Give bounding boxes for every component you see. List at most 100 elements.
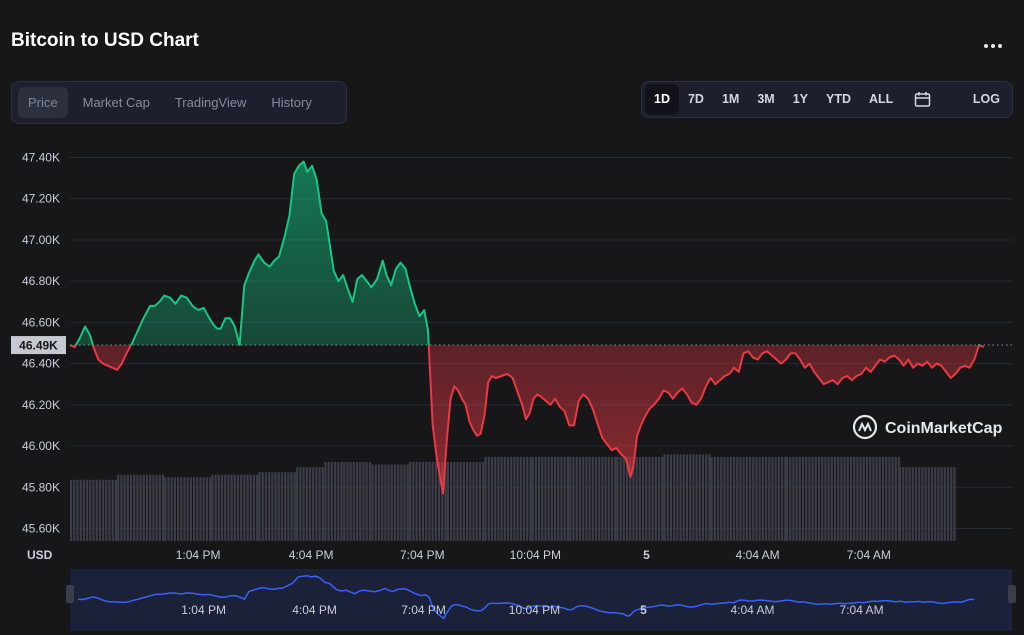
volume-bar <box>105 479 108 541</box>
navigator-background <box>70 569 1012 631</box>
volume-bar <box>177 477 180 541</box>
current-price-label: 46.49K <box>19 339 58 353</box>
volume-bar <box>859 456 862 541</box>
volume-bar <box>566 456 569 541</box>
volume-bar <box>490 456 494 541</box>
volume-bar <box>755 456 758 541</box>
volume-bar <box>695 454 698 541</box>
volume-bar <box>541 456 544 541</box>
volume-bar <box>302 467 305 541</box>
volume-bar <box>327 461 330 541</box>
more-options-icon[interactable] <box>978 34 1008 58</box>
volume-bar <box>98 479 101 541</box>
navigator-handle-left[interactable] <box>66 585 74 603</box>
volume-bar <box>230 474 233 541</box>
volume-bar <box>771 456 774 541</box>
volume-bar <box>123 474 126 541</box>
volume-bar <box>120 474 123 541</box>
volume-bar <box>261 472 264 541</box>
volume-bar <box>469 461 472 541</box>
range-navigator[interactable]: 1:04 PM 4:04 PM 7:04 PM 10:04 PM 5 4:04 AM 7:0… <box>66 569 1016 631</box>
volume-bar <box>431 461 434 541</box>
volume-bar <box>946 467 950 541</box>
volume-bar <box>716 456 720 541</box>
volume-bar <box>657 456 661 541</box>
volume-bar <box>726 456 729 541</box>
volume-bar <box>510 456 513 541</box>
log-scale-toggle[interactable]: LOG <box>972 92 1000 106</box>
more-dot <box>991 44 995 48</box>
volume-bar <box>444 461 447 541</box>
volume-bar <box>374 464 377 541</box>
volume-bar <box>315 467 318 541</box>
volume-bar <box>588 456 591 541</box>
volume-bar <box>205 477 208 541</box>
range-1d[interactable]: 1D <box>645 84 679 115</box>
volume-bar <box>537 456 541 541</box>
volume-bar <box>814 456 817 541</box>
navigator-handle-right[interactable] <box>1008 585 1016 603</box>
range-all[interactable]: ALL <box>869 92 894 106</box>
volume-bar <box>349 461 352 541</box>
volume-bar <box>764 456 768 541</box>
volume-bar <box>651 456 654 541</box>
volume-bar <box>406 464 409 541</box>
volume-bar <box>888 456 891 541</box>
volume-bar <box>111 479 114 541</box>
navigator-tick-label: 7:04 PM <box>401 603 446 617</box>
range-7d[interactable]: 7D <box>687 92 704 106</box>
volume-bar <box>287 472 290 541</box>
volume-bar <box>343 461 346 541</box>
volume-bar <box>846 456 849 541</box>
volume-bar <box>516 456 519 541</box>
calendar-icon[interactable] <box>902 84 943 115</box>
volume-bar <box>729 456 732 541</box>
volume-bar <box>268 472 271 541</box>
volume-bar <box>290 472 293 541</box>
volume-bar <box>513 456 516 541</box>
volume-bar <box>246 474 249 541</box>
tab-price[interactable]: Price <box>18 87 68 118</box>
navigator-tick-label: 7:04 AM <box>840 603 884 617</box>
volume-bar <box>359 461 362 541</box>
volume-bar <box>271 472 274 541</box>
volume-bar <box>236 474 240 541</box>
volume-bar <box>563 456 566 541</box>
volume-bar <box>526 456 529 541</box>
volume-bar <box>682 454 685 541</box>
y-tick-label: 45.80K <box>22 480 60 494</box>
coinmarketcap-watermark: CoinMarketCap <box>852 414 1003 440</box>
volume-bar <box>908 467 911 541</box>
volume-bar <box>202 477 205 541</box>
tab-tradingview[interactable]: TradingView <box>174 95 247 110</box>
volume-bar <box>456 461 459 541</box>
navigator-tick-label: 4:04 PM <box>292 603 337 617</box>
volume-bar <box>534 456 537 541</box>
volume-bar <box>227 474 230 541</box>
volume-bar <box>894 456 897 541</box>
tab-history[interactable]: History <box>271 95 312 110</box>
x-tick-label: 1:04 PM <box>176 548 221 562</box>
volume-bar <box>830 456 833 541</box>
volume-bar <box>720 456 723 541</box>
volume-bar <box>805 456 808 541</box>
volume-bar <box>158 474 161 541</box>
volume-bar <box>217 474 220 541</box>
time-range-selector: 1D 7D 1M 3M 1Y YTD ALL LOG <box>641 81 1013 118</box>
range-1m[interactable]: 1M <box>721 92 740 106</box>
range-ytd[interactable]: YTD <box>826 92 852 106</box>
price-chart[interactable]: 46.49K 47.40K 47.20K 47.00K 46.80K 46.60K 46.… <box>0 135 1024 635</box>
tab-market-cap[interactable]: Market Cap <box>82 95 150 110</box>
volume-bar <box>264 472 267 541</box>
volume-bar <box>155 474 158 541</box>
volume-bar <box>732 456 736 541</box>
volume-bar <box>774 456 777 541</box>
range-1y[interactable]: 1Y <box>792 92 809 106</box>
y-tick-label: 46.40K <box>22 357 60 371</box>
volume-bar <box>708 454 711 541</box>
volume-bar <box>531 456 534 541</box>
volume-bar <box>384 464 387 541</box>
volume-bar <box>434 461 437 541</box>
range-3m[interactable]: 3M <box>757 92 775 106</box>
volume-bar <box>930 467 934 541</box>
